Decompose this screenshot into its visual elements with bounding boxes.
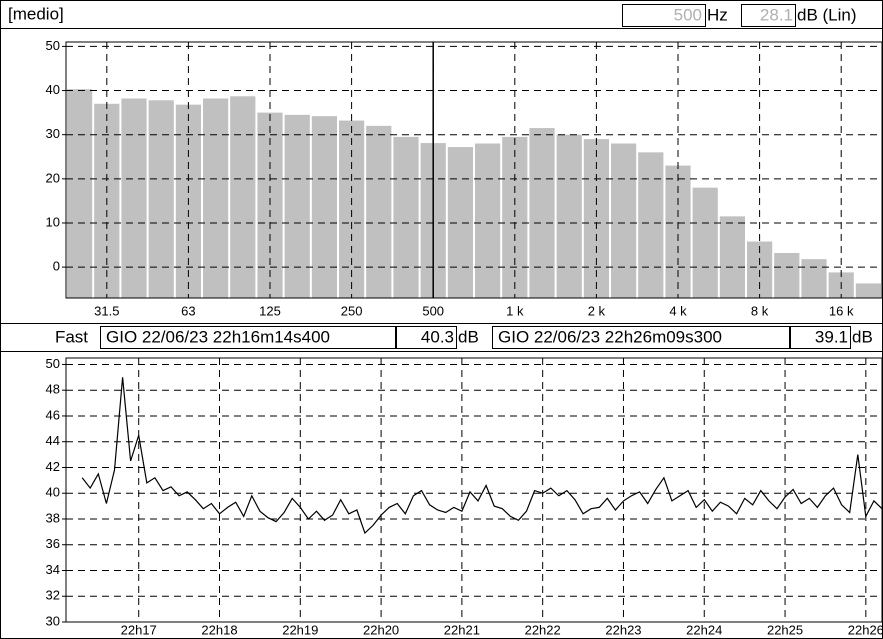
x-tick-label: 63 (181, 303, 195, 318)
level-line (81, 377, 883, 535)
x-tick-label: 16 k (829, 303, 854, 318)
y-tick-label: 50 (46, 38, 60, 53)
y-tick-label: 48 (46, 382, 60, 397)
bar (311, 116, 337, 298)
frequency-unit: Hz (707, 5, 728, 24)
bar (230, 96, 256, 298)
x-tick-label: 31.5 (94, 303, 119, 318)
bar (719, 216, 745, 298)
end-level: 39.1 (815, 327, 848, 346)
bar (475, 143, 501, 298)
bar (801, 259, 827, 298)
x-tick-label: 22h18 (201, 622, 237, 637)
y-tick-label: 40 (46, 82, 60, 97)
end-unit: dB (852, 327, 873, 346)
x-tick-label: 22h17 (121, 622, 157, 637)
plot-frame (65, 41, 883, 299)
mode: Fast (55, 327, 88, 346)
start-unit: dB (458, 327, 479, 346)
level-box[interactable] (741, 4, 796, 27)
x-tick-label: 22h24 (686, 622, 722, 637)
bar (284, 114, 310, 299)
plot-frame (65, 357, 883, 623)
x-tick-label: 22h23 (605, 622, 641, 637)
bar (366, 125, 392, 299)
bar (855, 283, 881, 298)
frequency-value: 500 (674, 5, 702, 24)
bar (774, 252, 800, 298)
spectrum-label: [medio] (8, 4, 64, 23)
y-tick-label: 10 (46, 214, 60, 229)
y-tick-label: 38 (46, 510, 60, 525)
x-tick-label: 22h22 (525, 622, 561, 637)
bar (665, 165, 691, 298)
y-tick-label: 34 (46, 562, 60, 577)
start-box[interactable] (100, 326, 396, 349)
bar (148, 100, 174, 298)
x-tick-label: 22h21 (444, 622, 480, 637)
start-time: GIO 22/06/23 22h16m14s400 (106, 327, 330, 346)
x-tick-label: 22h25 (767, 622, 803, 637)
y-tick-label: 50 (46, 356, 60, 371)
y-tick-label: 20 (46, 170, 60, 185)
y-tick-label: 40 (46, 485, 60, 500)
frequency-box[interactable] (622, 4, 706, 27)
bar (67, 89, 93, 298)
x-tick-label: 4 k (669, 303, 687, 318)
bar (121, 98, 147, 298)
y-tick-label: 30 (46, 613, 60, 628)
y-tick-label: 36 (46, 536, 60, 551)
bar (611, 143, 637, 298)
bar (638, 152, 664, 298)
y-tick-label: 30 (46, 126, 60, 141)
start-level-box[interactable] (396, 326, 457, 349)
y-tick-label: 32 (46, 588, 60, 603)
bar (529, 128, 555, 298)
end-time: GIO 22/06/23 22h26m09s300 (498, 327, 722, 346)
x-tick-label: 22h19 (282, 622, 318, 637)
x-tick-label: 125 (259, 303, 281, 318)
bar (203, 98, 229, 298)
y-tick-label: 0 (53, 259, 60, 274)
x-tick-label: 1 k (506, 303, 524, 318)
x-tick-label: 8 k (751, 303, 769, 318)
x-tick-label: 2 k (588, 303, 606, 318)
start-level: 40.3 (421, 327, 454, 346)
x-tick-label: 250 (341, 303, 363, 318)
bar (692, 187, 718, 298)
level-unit: dB (Lin) (797, 5, 857, 24)
x-tick-label: 22h26 (848, 622, 883, 637)
end-level-box[interactable] (790, 326, 851, 349)
y-tick-label: 46 (46, 407, 60, 422)
x-tick-label: 500 (422, 303, 444, 318)
bar (556, 134, 582, 298)
bar (393, 136, 419, 298)
y-tick-label: 44 (46, 433, 60, 448)
level-value: 28.1 (760, 5, 793, 24)
end-box[interactable] (492, 326, 790, 349)
x-tick-label: 22h20 (363, 622, 399, 637)
y-tick-label: 42 (46, 459, 60, 474)
